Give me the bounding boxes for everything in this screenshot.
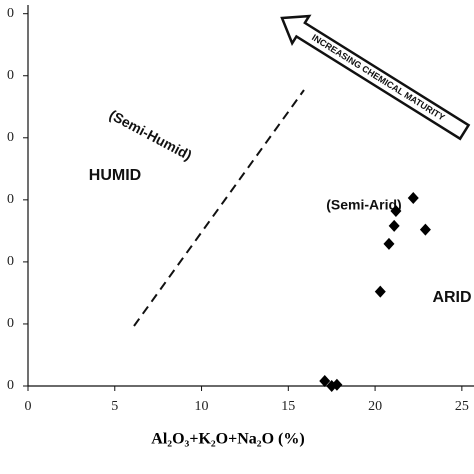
y-tick-label: 0 [7,254,14,269]
data-point [407,191,419,204]
y-tick-label: 0 [7,6,14,21]
x-tick-label: 5 [111,399,118,414]
arrow-shape [280,14,471,141]
field-label: HUMID [89,167,141,184]
data-point [419,223,431,236]
data-point [374,285,386,298]
maturity-arrow [280,14,471,141]
x-tick-label: 0 [25,399,32,414]
data-point [331,378,343,391]
field-label: ARID [432,289,471,306]
x-tick-label: 20 [368,399,382,414]
data-point [319,375,331,388]
x-tick-label: 15 [281,399,295,414]
y-tick-label: 0 [7,192,14,207]
y-tick-label: 0 [7,130,14,145]
y-tick-label: 0 [7,316,14,331]
data-point [383,237,395,250]
field-label: (Semi-Arid) [326,197,401,213]
data-point [390,205,402,218]
boundary-line [133,89,305,327]
field-label: (Semi-Humid) [107,106,195,163]
data-point [388,219,400,232]
x-tick-label: 25 [455,399,469,414]
arrow-label: INCREASING CHEMICAL MATURITY [310,32,446,122]
y-tick-label: 0 [7,68,14,83]
x-tick-label: 10 [195,399,209,414]
x-axis-label: Al₂O₃+K₂O+Na₂O (%) [151,431,304,448]
y-tick-label: 0 [7,378,14,393]
